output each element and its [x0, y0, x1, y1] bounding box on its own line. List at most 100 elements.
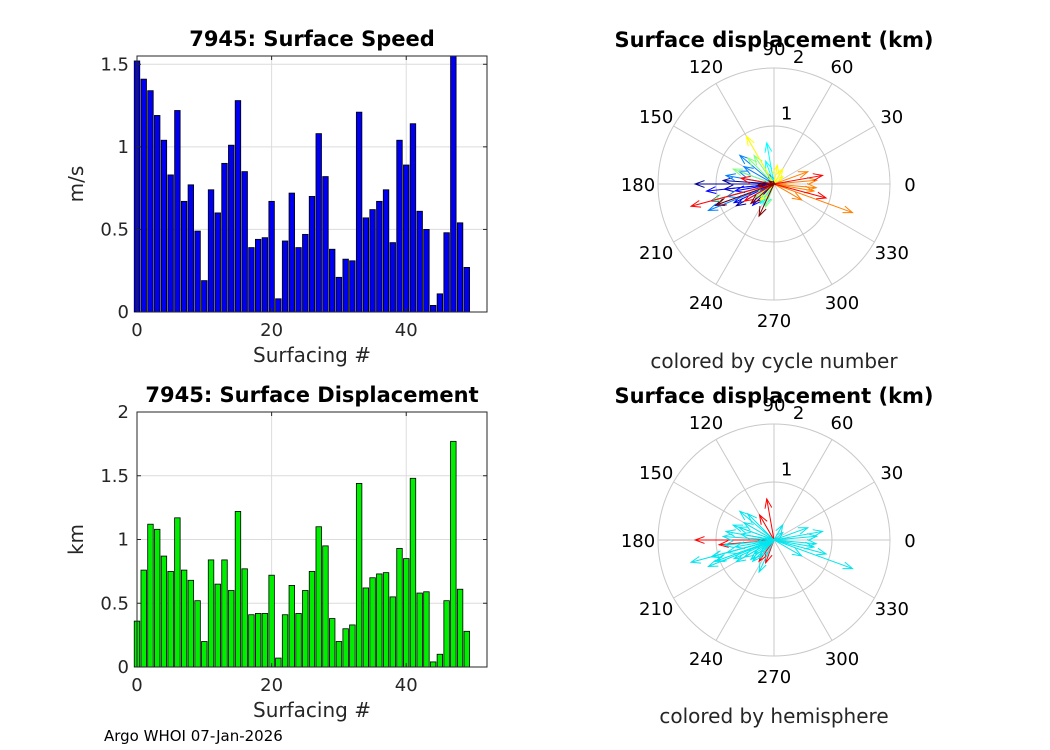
- bar: [234, 511, 242, 668]
- bar: [450, 55, 457, 313]
- vector-shaft: [773, 539, 853, 570]
- bar: [335, 276, 343, 313]
- bar: [140, 78, 147, 313]
- polar-title: Surface displacement (km): [614, 384, 933, 408]
- displacement-vector: [739, 175, 775, 185]
- displacement-vector: [758, 539, 775, 574]
- vector-head: [707, 559, 719, 568]
- vector-head: [733, 541, 746, 550]
- vector-shaft: [773, 524, 784, 541]
- y-tick-label: 0.5: [100, 593, 129, 614]
- vector-head: [735, 197, 747, 207]
- bar: [436, 653, 444, 668]
- vector-head: [738, 154, 750, 165]
- displacement-vector: [689, 183, 775, 208]
- angle-label: 150: [639, 463, 673, 484]
- angle-label: 30: [880, 463, 903, 484]
- axes-frame: [136, 55, 488, 313]
- bar: [362, 217, 370, 313]
- vector-shaft: [740, 533, 775, 541]
- angle-label: 90: [763, 395, 786, 416]
- bar: [228, 144, 235, 313]
- displacement-vector: [773, 533, 819, 541]
- vector-shaft: [732, 168, 775, 185]
- vector-head: [724, 529, 736, 537]
- polar-spoke: [773, 439, 833, 541]
- surface-speed-chart: 0 20 40 0 0.5 1 1.5 7945: Surface Speed Surfacin…: [64, 27, 488, 367]
- displacement-vector: [743, 539, 775, 558]
- bar: [147, 523, 154, 668]
- displacement-vector: [773, 167, 784, 185]
- vector-head: [746, 512, 758, 524]
- vector-head: [758, 206, 767, 218]
- displacement-vector: [756, 181, 775, 189]
- angle-label: 300: [825, 649, 859, 670]
- vector-shaft: [773, 179, 817, 185]
- bar: [201, 641, 208, 668]
- vector-head: [715, 198, 727, 206]
- bar: [154, 528, 161, 668]
- vector-head: [765, 552, 773, 565]
- angle-label: 270: [757, 311, 791, 332]
- angle-label: 180: [621, 175, 655, 196]
- vector-shaft: [747, 513, 775, 541]
- y-tick-label: 0.5: [100, 219, 129, 240]
- bar: [221, 162, 228, 313]
- bar: [254, 238, 262, 313]
- bar: [403, 164, 410, 313]
- bar: [221, 559, 228, 668]
- vector-shaft: [759, 539, 775, 558]
- bar: [160, 555, 168, 668]
- displacement-vector: [731, 168, 775, 185]
- bar: [376, 573, 383, 668]
- displacement-vector: [764, 497, 775, 541]
- bar: [362, 587, 370, 668]
- angle-label: 330: [875, 599, 909, 620]
- vector-head: [804, 541, 816, 550]
- displacement-vector: [746, 512, 775, 541]
- vector-head: [739, 175, 751, 184]
- vector-shaft: [750, 539, 775, 560]
- ring-label: 2: [793, 47, 804, 68]
- vector-head: [745, 135, 755, 147]
- bar: [160, 139, 168, 313]
- vector-shaft: [773, 183, 827, 199]
- surface-displacement-chart: 0 20 40 0 0.5 1 1.5 2 7945: Surface Displacement…: [64, 383, 488, 722]
- angle-label: 210: [639, 243, 673, 264]
- vector-head: [746, 156, 758, 168]
- x-axis-label: Surfacing #: [253, 343, 371, 367]
- y-tick-label: 2: [118, 402, 129, 423]
- bar: [315, 526, 322, 668]
- vector-head: [806, 539, 818, 547]
- bar: [207, 559, 215, 668]
- bar: [423, 591, 430, 668]
- footer-credit: Argo WHOI 07-Jan-2026: [104, 727, 283, 745]
- angle-label: 60: [831, 57, 854, 78]
- bar: [389, 242, 396, 313]
- bar: [275, 657, 282, 668]
- displacement-vector: [758, 183, 775, 218]
- y-tick-label: 0: [118, 302, 129, 323]
- displacement-polar-by-hemisphere: 0 30 60 90 120 150 180 210 240 270 300 330 1 2Surface…: [614, 384, 933, 728]
- vector-shaft: [773, 183, 853, 214]
- vector-shaft: [739, 154, 775, 185]
- vector-shaft: [766, 498, 775, 541]
- y-axis-label: m/s: [64, 166, 88, 203]
- vector-shaft: [732, 524, 775, 541]
- bar: [248, 247, 255, 313]
- angle-label: 330: [875, 243, 909, 264]
- x-tick-label: 40: [395, 320, 418, 341]
- displacement-vector: [773, 539, 828, 556]
- displacement-vector: [767, 180, 775, 186]
- displacement-vector: [749, 183, 775, 205]
- vector-shaft: [750, 183, 775, 204]
- vector-head: [731, 524, 744, 532]
- vector-head: [816, 547, 828, 556]
- vector-head: [776, 531, 785, 539]
- vector-shaft: [765, 160, 775, 185]
- bar: [355, 482, 363, 668]
- bar: [241, 568, 248, 668]
- polar-spoke: [773, 539, 833, 641]
- vector-head: [764, 497, 773, 509]
- y-tick-label: 1: [118, 530, 129, 551]
